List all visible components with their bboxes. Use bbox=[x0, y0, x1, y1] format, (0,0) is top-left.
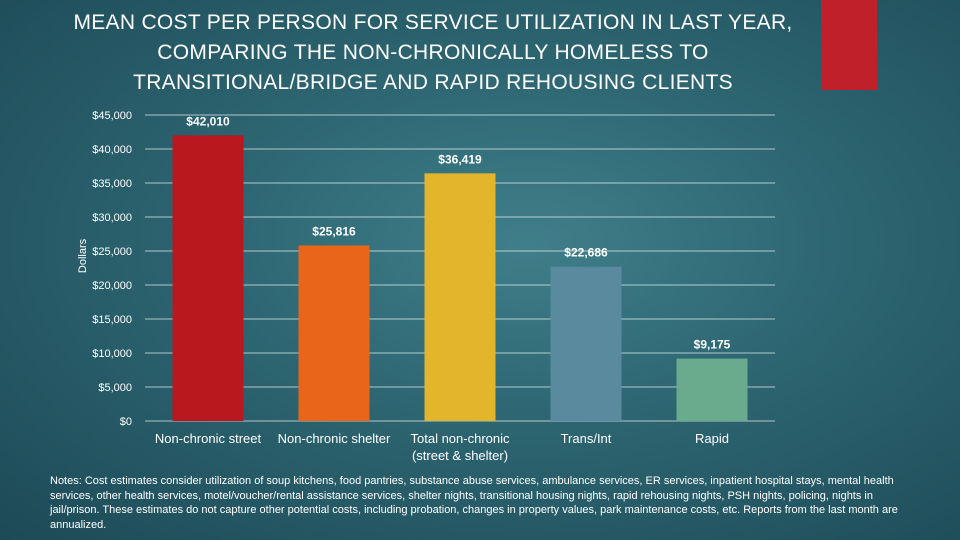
x-category-label: Total non-chronic bbox=[411, 431, 510, 446]
y-tick-label: $40,000 bbox=[92, 144, 132, 156]
bar bbox=[424, 173, 496, 421]
notes-text: Notes: Cost estimates consider utilizati… bbox=[50, 475, 898, 531]
y-tick-label: $5,000 bbox=[98, 382, 132, 394]
x-category-label: Trans/Int bbox=[561, 431, 612, 446]
y-tick-label: $25,000 bbox=[92, 246, 132, 258]
title-line-3: TRANSITIONAL/BRIDGE AND RAPID REHOUSING … bbox=[133, 71, 733, 94]
y-tick-label: $35,000 bbox=[92, 178, 132, 190]
bar-value-label: $9,175 bbox=[694, 338, 731, 352]
x-category-label: (street & shelter) bbox=[412, 448, 508, 463]
bar bbox=[676, 358, 748, 421]
bars bbox=[172, 135, 748, 421]
y-tick-label: $20,000 bbox=[92, 280, 132, 292]
bar-value-label: $22,686 bbox=[564, 246, 608, 260]
x-axis-category-labels: Non-chronic street Non-chronic shelter Tot… bbox=[155, 431, 729, 463]
y-tick-label: $45,000 bbox=[92, 110, 132, 122]
x-category-label: Non-chronic shelter bbox=[278, 431, 391, 446]
y-tick-label: $15,000 bbox=[92, 314, 132, 326]
bar-value-label: $42,010 bbox=[186, 114, 230, 128]
y-axis-tick-labels: $0 $5,000 $10,000 $15,000 $20,000 $25,000 $30,… bbox=[92, 110, 132, 428]
bar-value-labels: $42,010 $25,816 $36,419 $22,686 $9,175 bbox=[186, 114, 730, 351]
y-tick-label: $10,000 bbox=[92, 348, 132, 360]
bar bbox=[298, 245, 370, 421]
red-accent-block bbox=[821, 0, 877, 90]
y-tick-label: $30,000 bbox=[92, 212, 132, 224]
bar bbox=[550, 266, 622, 421]
x-category-label: Rapid bbox=[695, 431, 729, 446]
y-axis-label: Dollars bbox=[77, 238, 89, 273]
y-tick-label: $0 bbox=[120, 416, 132, 428]
bar bbox=[172, 135, 244, 421]
bar-value-label: $36,419 bbox=[438, 152, 482, 166]
x-category-label: Non-chronic street bbox=[155, 431, 262, 446]
title-line-1: MEAN COST PER PERSON FOR SERVICE UTILIZA… bbox=[73, 11, 793, 34]
title-line-2: COMPARING THE NON-CHRONICALLY HOMELESS T… bbox=[157, 41, 709, 64]
chart-title: MEAN COST PER PERSON FOR SERVICE UTILIZA… bbox=[18, 8, 848, 98]
bar-value-label: $25,816 bbox=[312, 224, 356, 238]
